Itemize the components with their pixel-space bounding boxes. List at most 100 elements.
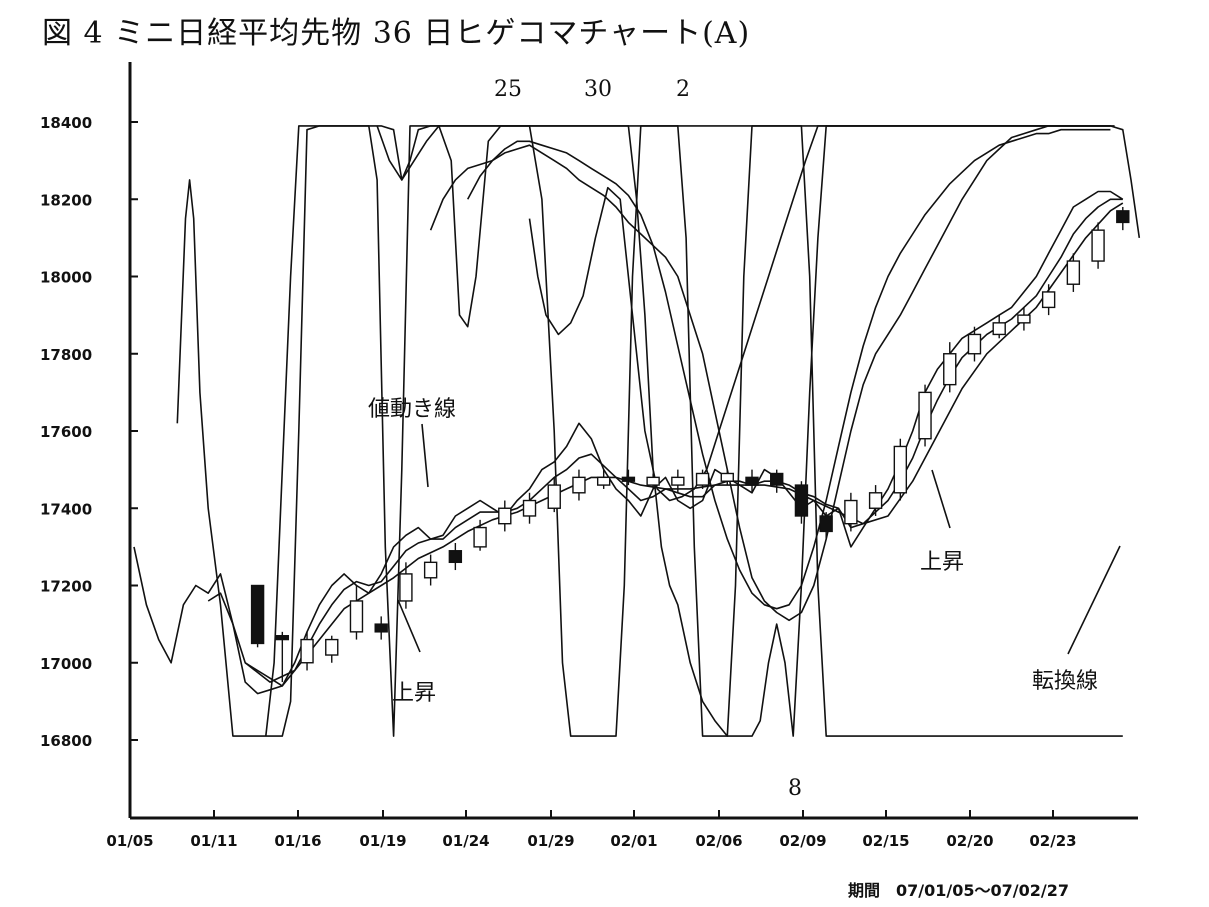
candle: [522, 492, 537, 524]
candle-body: [399, 573, 413, 602]
candle: [794, 481, 809, 524]
candle: [745, 469, 759, 493]
candle: [967, 326, 982, 362]
annotation-mark-30: 30: [584, 77, 612, 102]
annotation-rise-1: 上昇: [392, 681, 436, 706]
candle-body: [671, 476, 685, 486]
y-tick-label: 17200: [40, 578, 92, 596]
candle: [770, 469, 784, 493]
candle: [868, 485, 883, 516]
candle-body: [547, 484, 561, 509]
y-tick-label: 17800: [40, 346, 92, 364]
candle-body: [275, 635, 290, 641]
candle-body: [695, 472, 710, 486]
candle: [671, 469, 685, 493]
candle: [893, 438, 908, 501]
candle: [646, 473, 660, 489]
x-tick-label: 01/29: [527, 832, 574, 850]
x-tick-label: 01/24: [442, 832, 489, 850]
candle: [943, 342, 957, 393]
candle: [300, 631, 314, 671]
candle-body: [868, 492, 883, 509]
candle: [1066, 253, 1081, 292]
candle: [325, 635, 339, 663]
series-line-1: [133, 190, 1124, 695]
candle-body: [325, 638, 339, 656]
candle-body: [423, 561, 438, 579]
candle-body: [1017, 314, 1031, 324]
candle: [918, 384, 932, 447]
candle-body: [1116, 210, 1130, 224]
series-line-9: [528, 125, 1115, 502]
x-tick-label: 01/11: [190, 832, 237, 850]
x-tick-label: 01/05: [106, 832, 153, 850]
candle-body: [448, 550, 463, 564]
series-line-6: [176, 125, 1123, 737]
candle: [844, 492, 858, 532]
candle: [349, 585, 364, 640]
candle: [250, 584, 265, 648]
candle-body: [967, 333, 982, 355]
candle-body: [720, 472, 734, 482]
series-line-3: [244, 202, 1124, 683]
candle-body: [992, 322, 1006, 336]
candle-body: [572, 476, 586, 494]
candle-body: [498, 507, 512, 525]
x-tick-label: 02/06: [695, 832, 742, 850]
candle: [448, 543, 463, 571]
candle-body: [770, 472, 784, 486]
series-line-2: [207, 198, 1123, 687]
y-axis-ticks: 16800 17000 17200 17400 17600 17800 18000 18200…: [40, 114, 138, 750]
candle-body: [1066, 260, 1081, 285]
x-tick-label: 01/19: [359, 832, 406, 850]
candle-body: [646, 476, 660, 486]
candle-body: [943, 353, 957, 386]
candle: [596, 469, 611, 489]
annotation-rise-2: 上昇: [920, 550, 964, 575]
candle: [547, 477, 561, 513]
candle-body: [300, 638, 314, 664]
annotation-mark-8: 8: [788, 776, 802, 801]
candle: [399, 562, 413, 609]
candle-body: [794, 484, 809, 517]
series-line-5: [466, 128, 1111, 610]
y-tick-label: 17400: [40, 500, 92, 518]
candle: [275, 631, 290, 683]
x-tick-label: 02/20: [946, 832, 993, 850]
annotation-turn-line: 転換線: [1032, 669, 1098, 694]
candle-body: [844, 499, 858, 525]
x-tick-label: 02/15: [862, 832, 909, 850]
x-axis-ticks: 01/05 01/11 01/16 01/19 01/24 01/29 02/01 02/06…: [106, 810, 1077, 850]
annotation-mark-25: 25: [494, 77, 522, 102]
candle-body: [745, 476, 759, 486]
x-tick-label: 02/23: [1029, 832, 1076, 850]
candle: [1091, 222, 1105, 269]
candle-body: [893, 445, 908, 494]
candle-body: [522, 499, 537, 517]
y-tick-label: 17600: [40, 423, 92, 441]
candle: [423, 554, 438, 586]
candle: [720, 469, 734, 486]
candle: [1017, 307, 1031, 331]
y-tick-label: 16800: [40, 732, 92, 750]
candle-body: [374, 623, 388, 633]
candle-body: [819, 515, 833, 533]
candle: [1041, 284, 1056, 316]
chart-series: [133, 125, 1141, 737]
candle-body: [250, 584, 265, 645]
annotation-rise-2-pointer: [931, 469, 951, 529]
y-tick-label: 18400: [40, 114, 92, 132]
x-tick-label: 02/01: [610, 832, 657, 850]
chart-title: 図 4 ミニ日経平均先物 36 日ヒゲコマチャート(A): [42, 16, 751, 51]
candle-body: [596, 476, 611, 486]
annotation-price-line-pointer: [421, 423, 429, 488]
candle: [1116, 206, 1130, 231]
candle-body: [918, 391, 932, 440]
annotation-price-line: 値動き線: [368, 397, 456, 422]
series-line-8: [376, 125, 1111, 737]
candle-body: [349, 600, 364, 633]
candle-body: [1091, 229, 1105, 262]
candle-body: [621, 476, 636, 482]
candle: [572, 469, 586, 501]
series-line-4: [429, 125, 1111, 622]
